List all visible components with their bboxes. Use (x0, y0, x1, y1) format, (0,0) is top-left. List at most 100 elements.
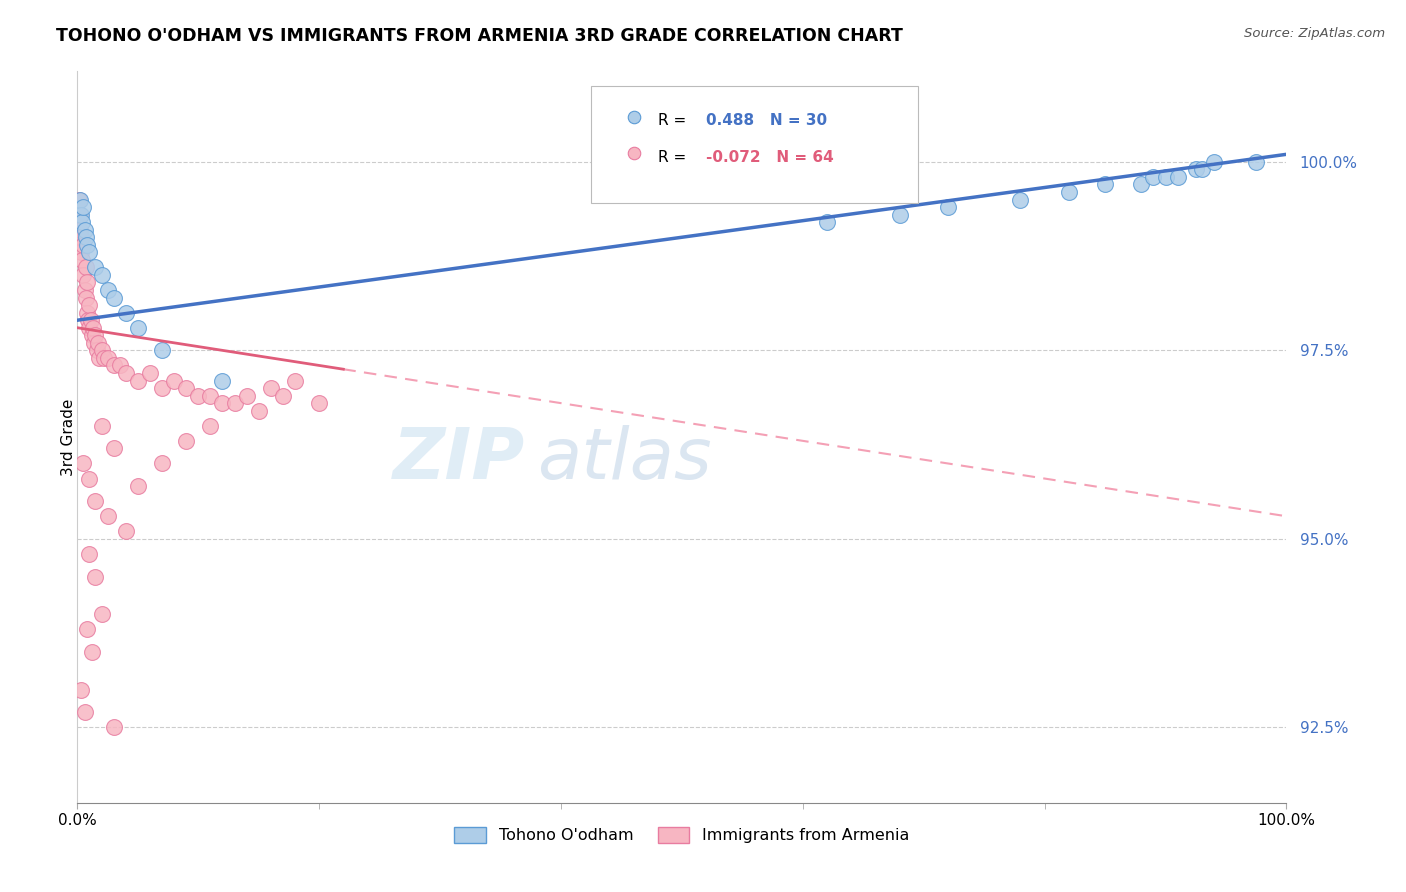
Point (127, 374, 149, 388)
Point (90, 607, 112, 622)
Point (70, 215, 93, 229)
Point (1010, 193, 1032, 207)
Point (80, 328, 103, 343)
Point (1246, 154, 1268, 169)
Point (93, 351, 115, 365)
Point (1057, 185, 1080, 199)
Y-axis label: 3rd Grade: 3rd Grade (62, 399, 76, 475)
Point (87, 335, 110, 350)
Point (174, 381, 197, 395)
Point (69, 223, 91, 237)
Point (76, 237, 98, 252)
Point (73, 283, 96, 297)
Text: R =: R = (658, 150, 696, 165)
Point (163, 374, 186, 388)
Point (73, 706, 96, 720)
Point (96, 351, 118, 365)
Point (75, 260, 97, 275)
Point (1185, 162, 1208, 177)
Point (1202, 154, 1225, 169)
Point (114, 306, 136, 320)
Text: -0.072   N = 64: -0.072 N = 64 (706, 150, 834, 165)
Point (80, 645, 103, 659)
Point (75, 230, 97, 244)
Point (1167, 169, 1189, 184)
Legend: Tohono O'odham, Immigrants from Armenia: Tohono O'odham, Immigrants from Armenia (449, 821, 915, 850)
Point (174, 434, 197, 448)
Point (76, 276, 98, 290)
Point (103, 720, 125, 734)
Point (82, 320, 104, 334)
Point (90, 268, 112, 282)
Point (103, 291, 125, 305)
Text: atlas: atlas (537, 425, 711, 493)
Point (69, 208, 91, 222)
Point (1154, 169, 1177, 184)
Point (69, 193, 91, 207)
Point (72, 268, 94, 282)
Point (1130, 178, 1153, 192)
Point (90, 343, 112, 358)
Point (260, 381, 283, 395)
Point (70, 245, 93, 260)
Point (889, 208, 911, 222)
Point (70, 252, 93, 267)
Point (235, 389, 257, 403)
Point (83, 335, 105, 350)
Point (127, 320, 149, 334)
Point (96, 509, 118, 524)
Point (103, 359, 125, 373)
Point (224, 396, 246, 410)
Text: Source: ZipAtlas.com: Source: ZipAtlas.com (1244, 27, 1385, 40)
Point (211, 396, 233, 410)
Point (79, 313, 101, 327)
Point (79, 245, 101, 260)
Point (308, 396, 330, 410)
Point (72, 200, 94, 214)
Point (84, 569, 107, 583)
Point (79, 471, 101, 485)
Point (150, 457, 173, 471)
Point (67, 193, 90, 207)
Point (127, 479, 149, 493)
Point (96, 283, 118, 297)
Point (114, 366, 136, 380)
Point (79, 320, 101, 334)
Text: TOHONO O'ODHAM VS IMMIGRANTS FROM ARMENIA 3RD GRADE CORRELATION CHART: TOHONO O'ODHAM VS IMMIGRANTS FROM ARMENI… (56, 27, 903, 45)
Point (90, 418, 112, 433)
Point (75, 291, 97, 305)
Point (108, 359, 131, 373)
Text: 0.488   N = 30: 0.488 N = 30 (706, 113, 827, 128)
Point (76, 623, 98, 637)
Text: ZIP: ZIP (392, 425, 524, 493)
Point (86, 343, 108, 358)
Point (70, 230, 93, 244)
Point (284, 374, 307, 388)
Point (1094, 178, 1116, 192)
Point (84, 328, 107, 343)
Point (200, 418, 222, 433)
Point (79, 547, 101, 561)
Point (150, 343, 173, 358)
Point (247, 403, 270, 417)
Point (84, 260, 107, 275)
Point (103, 442, 125, 456)
Point (114, 524, 136, 539)
Point (87, 351, 110, 365)
Point (271, 389, 294, 403)
Text: R =: R = (658, 113, 696, 128)
Point (73, 223, 96, 237)
Point (77, 313, 100, 327)
Point (76, 306, 98, 320)
Point (815, 215, 838, 229)
Point (211, 374, 233, 388)
Point (1191, 162, 1213, 177)
Point (70, 208, 93, 222)
Point (72, 237, 94, 252)
Point (150, 381, 173, 395)
Point (187, 389, 209, 403)
Point (72, 457, 94, 471)
Point (139, 366, 162, 380)
Point (84, 494, 107, 508)
FancyBboxPatch shape (592, 86, 918, 203)
